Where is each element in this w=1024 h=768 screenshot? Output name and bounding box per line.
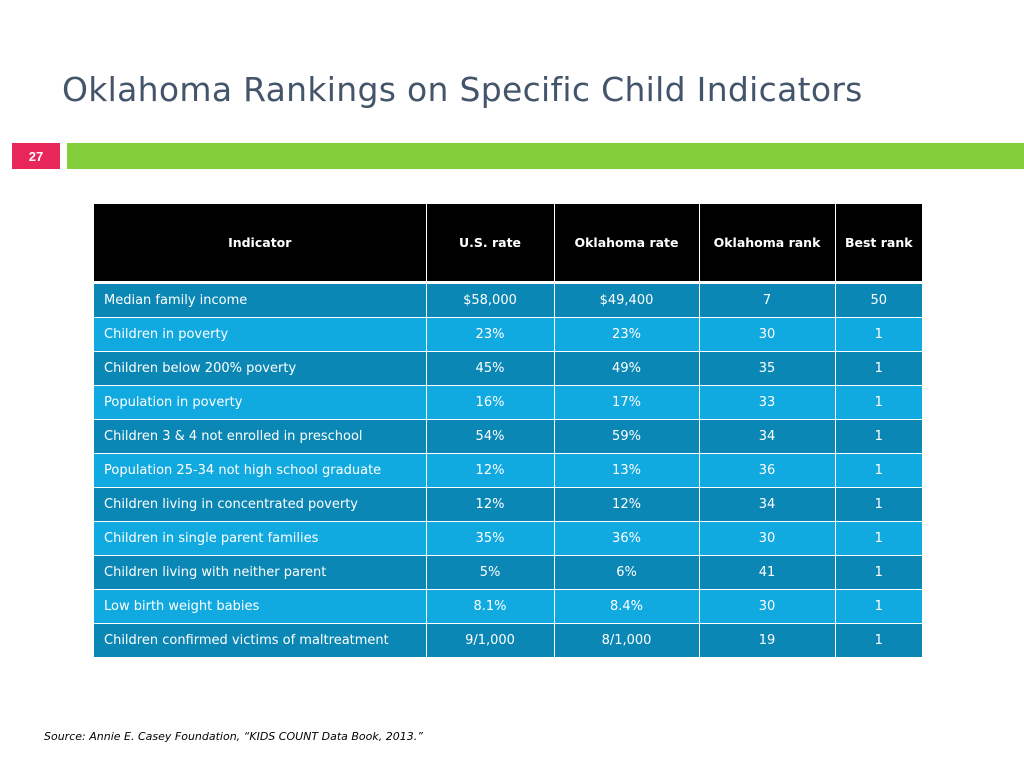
indicator-cell: Low birth weight babies <box>94 589 427 624</box>
oklahoma-rank-cell: 36 <box>699 453 836 488</box>
oklahoma-rate-cell: 6% <box>554 555 700 590</box>
oklahoma-rate-cell: 8.4% <box>554 589 700 624</box>
best-rank-cell: 1 <box>835 317 922 352</box>
oklahoma-rate-cell: 23% <box>554 317 700 352</box>
us-rate-cell: 23% <box>426 317 555 352</box>
best-rank-cell: 1 <box>835 351 922 386</box>
table-row: Children living with neither parent 5% 6… <box>94 555 922 590</box>
oklahoma-rank-cell: 34 <box>699 419 836 454</box>
indicator-cell: Children 3 & 4 not enrolled in preschool <box>94 419 427 454</box>
indicator-cell: Children living with neither parent <box>94 555 427 590</box>
oklahoma-rank-cell: 41 <box>699 555 836 590</box>
oklahoma-rate-cell: 12% <box>554 487 700 522</box>
oklahoma-rate-cell: 13% <box>554 453 700 488</box>
oklahoma-rank-cell: 19 <box>699 623 836 658</box>
indicator-cell: Children living in concentrated poverty <box>94 487 427 522</box>
best-rank-cell: 1 <box>835 589 922 624</box>
header-oklahoma-rate: Oklahoma rate <box>554 204 700 284</box>
header-oklahoma-rank: Oklahoma rank <box>699 204 836 284</box>
oklahoma-rank-cell: 30 <box>699 317 836 352</box>
best-rank-cell: 1 <box>835 453 922 488</box>
source-note: Source: Annie E. Casey Foundation, “KIDS… <box>44 730 423 743</box>
table-row: Population in poverty 16% 17% 33 1 <box>94 385 922 420</box>
best-rank-cell: 1 <box>835 521 922 556</box>
indicator-cell: Median family income <box>94 282 427 318</box>
oklahoma-rate-cell: $49,400 <box>554 282 700 318</box>
oklahoma-rank-cell: 34 <box>699 487 836 522</box>
page-title: Oklahoma Rankings on Specific Child Indi… <box>62 70 863 109</box>
indicator-cell: Population in poverty <box>94 385 427 420</box>
best-rank-cell: 50 <box>835 282 922 318</box>
indicator-cell: Population 25-34 not high school graduat… <box>94 453 427 488</box>
us-rate-cell: 12% <box>426 487 555 522</box>
us-rate-cell: 8.1% <box>426 589 555 624</box>
table-row: Low birth weight babies 8.1% 8.4% 30 1 <box>94 589 922 624</box>
us-rate-cell: 16% <box>426 385 555 420</box>
header-best-rank: Best rank <box>835 204 922 284</box>
best-rank-cell: 1 <box>835 487 922 522</box>
indicator-cell: Children confirmed victims of maltreatme… <box>94 623 427 658</box>
table-row: Children confirmed victims of maltreatme… <box>94 623 922 658</box>
table-row: Population 25-34 not high school graduat… <box>94 453 922 488</box>
oklahoma-rank-cell: 35 <box>699 351 836 386</box>
table-row: Median family income $58,000 $49,400 7 5… <box>94 282 922 318</box>
table-row: Children living in concentrated poverty … <box>94 487 922 522</box>
best-rank-cell: 1 <box>835 555 922 590</box>
table-header-row: Indicator U.S. rate Oklahoma rate Oklaho… <box>94 204 922 284</box>
table-row: Children in poverty 23% 23% 30 1 <box>94 317 922 352</box>
slide-number: 27 <box>12 143 60 169</box>
best-rank-cell: 1 <box>835 623 922 658</box>
table-row: Children below 200% poverty 45% 49% 35 1 <box>94 351 922 386</box>
header-indicator: Indicator <box>94 204 427 284</box>
oklahoma-rate-cell: 59% <box>554 419 700 454</box>
best-rank-cell: 1 <box>835 419 922 454</box>
us-rate-cell: 5% <box>426 555 555 590</box>
oklahoma-rank-cell: 33 <box>699 385 836 420</box>
oklahoma-rank-cell: 30 <box>699 589 836 624</box>
table-row: Children 3 & 4 not enrolled in preschool… <box>94 419 922 454</box>
oklahoma-rate-cell: 49% <box>554 351 700 386</box>
us-rate-cell: 45% <box>426 351 555 386</box>
oklahoma-rate-cell: 8/1,000 <box>554 623 700 658</box>
header-us-rate: U.S. rate <box>426 204 555 284</box>
oklahoma-rank-cell: 7 <box>699 282 836 318</box>
table-row: Children in single parent families 35% 3… <box>94 521 922 556</box>
indicator-cell: Children below 200% poverty <box>94 351 427 386</box>
oklahoma-rate-cell: 17% <box>554 385 700 420</box>
indicator-cell: Children in single parent families <box>94 521 427 556</box>
us-rate-cell: 54% <box>426 419 555 454</box>
rankings-table: Indicator U.S. rate Oklahoma rate Oklaho… <box>94 204 922 658</box>
oklahoma-rate-cell: 36% <box>554 521 700 556</box>
indicator-cell: Children in poverty <box>94 317 427 352</box>
oklahoma-rank-cell: 30 <box>699 521 836 556</box>
us-rate-cell: 12% <box>426 453 555 488</box>
us-rate-cell: 35% <box>426 521 555 556</box>
best-rank-cell: 1 <box>835 385 922 420</box>
accent-bar <box>67 143 1024 169</box>
us-rate-cell: 9/1,000 <box>426 623 555 658</box>
us-rate-cell: $58,000 <box>426 282 555 318</box>
